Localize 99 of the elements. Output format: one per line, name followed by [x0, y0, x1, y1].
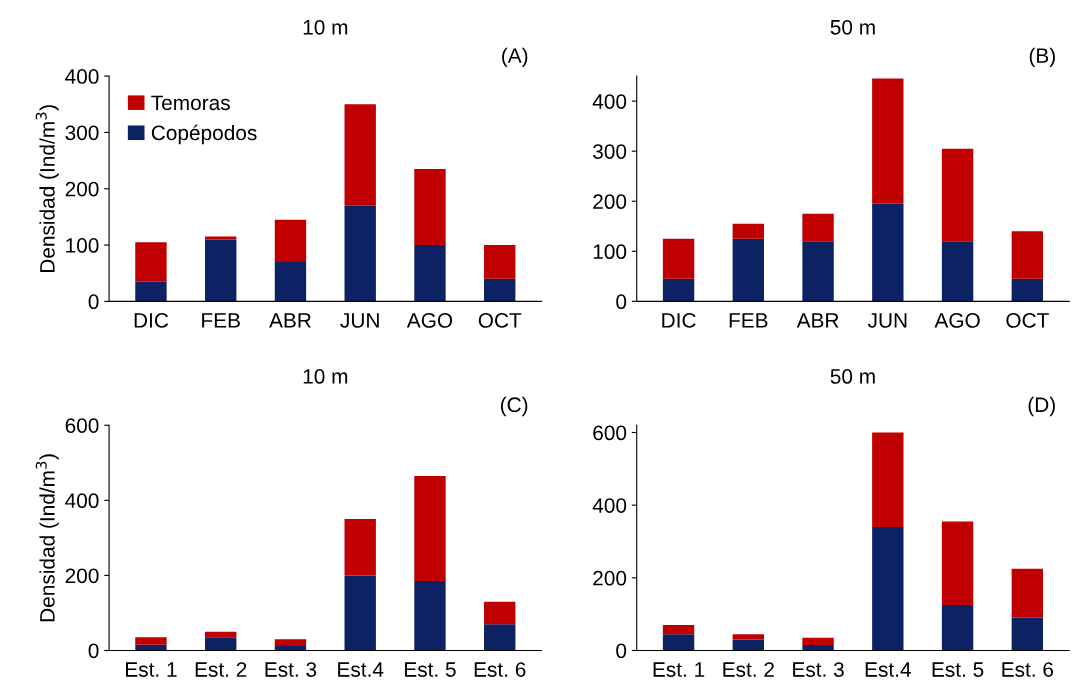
text: (A)	[502, 47, 528, 68]
y-tick-label: 300	[593, 144, 627, 159]
bar	[414, 245, 446, 302]
text: (B)	[1029, 47, 1055, 68]
bar	[274, 219, 307, 262]
bar	[941, 241, 974, 302]
y-axis-title: Densidad (Ind/m$^{3}$)	[35, 454, 59, 622]
bar	[732, 238, 765, 302]
bar	[941, 148, 974, 242]
legend-label: Copépodos	[151, 124, 257, 145]
y-tick-label: 600	[593, 425, 627, 441]
bar	[274, 639, 307, 646]
bar	[484, 601, 516, 625]
x-tick-label: Est. 6	[474, 662, 526, 677]
x-tick-label: OCT	[1006, 313, 1049, 328]
y-tick-label: 0	[616, 294, 627, 310]
y-tick-label: 200	[65, 181, 99, 197]
y-tick-label: 400	[592, 498, 627, 513]
x-tick-label: Est. 3	[793, 662, 844, 677]
bar	[1011, 617, 1044, 651]
bar	[1011, 231, 1044, 279]
bar	[802, 213, 834, 242]
bar	[732, 639, 765, 651]
bar	[414, 475, 446, 582]
bar	[1011, 278, 1044, 302]
x-tick-label: Est. 1	[653, 662, 705, 677]
legend-label: Temoras	[151, 95, 230, 111]
x-tick-label: Est. 3	[265, 662, 317, 677]
bar	[135, 644, 167, 651]
x-tick-label: ABR	[269, 313, 311, 328]
y-tick-label: 100	[593, 244, 627, 260]
bar	[662, 278, 695, 302]
x-tick-label: Est. 5	[932, 662, 984, 677]
bar	[941, 605, 974, 651]
y-tick-label: 300	[65, 125, 99, 141]
y-tick-label: 400	[65, 493, 99, 509]
bar	[344, 104, 376, 206]
text: (D)	[1028, 396, 1055, 417]
x-tick-label: DIC	[662, 313, 696, 328]
x-tick-label: ABR	[796, 313, 839, 328]
chart-title: 10 m	[303, 19, 348, 35]
bar	[414, 581, 446, 651]
y-tick-label: 200	[593, 194, 627, 210]
bar	[802, 637, 834, 646]
bar	[205, 637, 237, 651]
chart-title: 50 m	[830, 369, 875, 384]
x-tick-label: FEB	[202, 313, 240, 328]
bar	[662, 634, 695, 651]
bar	[872, 203, 904, 302]
bar	[344, 205, 376, 302]
x-tick-label: FEB	[729, 313, 768, 328]
y-tick-label: 0	[616, 643, 627, 659]
bar	[205, 239, 237, 302]
bar	[344, 519, 376, 576]
x-tick-label: Est. 2	[723, 662, 774, 677]
y-tick-label: 400	[65, 69, 99, 84]
x-tick-label: JUN	[867, 313, 907, 328]
bar	[135, 242, 167, 282]
bar	[344, 575, 376, 651]
y-tick-label: 600	[65, 418, 99, 433]
bar	[872, 78, 904, 204]
bar	[484, 624, 516, 651]
y-tick-label: 200	[593, 570, 627, 586]
bar	[274, 261, 307, 302]
bar	[732, 223, 765, 239]
y-axis-title: Densidad (Ind/m$^{3}$)	[35, 105, 59, 273]
bar	[941, 521, 974, 606]
x-tick-label: Est. 1	[126, 662, 177, 677]
x-tick-label: Est. 5	[405, 662, 456, 677]
bar	[802, 241, 834, 302]
bar	[662, 625, 695, 635]
bar	[662, 238, 695, 279]
bar	[414, 169, 446, 246]
x-tick-label: Est.4	[338, 662, 384, 677]
x-tick-label: AGO	[406, 313, 453, 328]
chart-title: 10 m	[303, 369, 348, 384]
y-tick-label: 200	[65, 568, 99, 584]
y-tick-label: 400	[592, 94, 627, 109]
bar	[732, 634, 765, 640]
bar	[135, 637, 167, 645]
x-tick-label: OCT	[478, 313, 522, 328]
bar	[484, 278, 516, 302]
bar	[872, 432, 904, 527]
y-tick-label: 100	[66, 238, 99, 253]
bar	[135, 281, 167, 302]
y-tick-label: 0	[88, 294, 99, 310]
text: (C)	[500, 396, 528, 417]
x-tick-label: JUN	[340, 313, 379, 328]
y-tick-label: 0	[88, 643, 99, 659]
bar	[802, 645, 834, 651]
chart-title: 50 m	[830, 19, 875, 35]
bar	[484, 245, 516, 279]
x-tick-label: Est. 2	[195, 662, 247, 677]
x-tick-label: Est. 6	[1002, 662, 1054, 677]
x-tick-label: DIC	[134, 313, 169, 328]
bar	[872, 526, 904, 651]
x-tick-label: AGO	[934, 313, 980, 328]
x-tick-label: Est.4	[865, 662, 911, 677]
bar	[1011, 568, 1044, 618]
